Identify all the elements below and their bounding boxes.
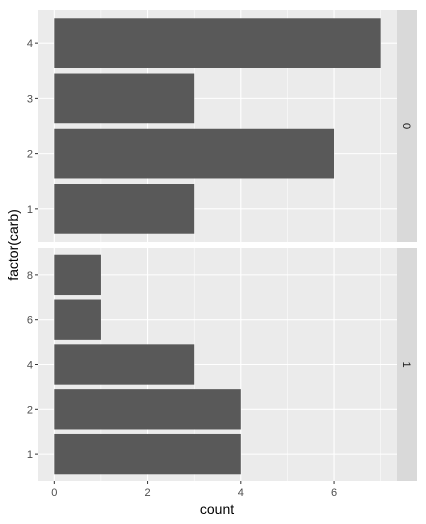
x-axis-title: count [200, 501, 234, 517]
bar-carb-2 [54, 128, 335, 179]
x-tick-label: 4 [238, 487, 244, 499]
y-axis-title: factor(carb) [5, 209, 21, 281]
y-tick-label: 2 [27, 404, 33, 416]
bar-carb-6 [54, 299, 101, 340]
facet-strip-label: 0 [400, 123, 412, 129]
x-tick-label: 2 [145, 487, 151, 499]
bar-carb-1 [54, 184, 195, 234]
y-tick-label: 4 [27, 38, 33, 50]
facet-panel-1: 1 2 4 6 8 1 [27, 248, 417, 481]
bar-carb-1 [54, 433, 241, 475]
y-tick-label: 4 [27, 360, 33, 372]
facet-strip-label: 1 [400, 361, 412, 367]
facet-panels: 1 2 3 4 0 1 2 4 6 8 1 [27, 10, 417, 481]
x-tick-label: 6 [331, 487, 337, 499]
x-tick-label: 0 [51, 487, 57, 499]
y-tick-label: 1 [27, 449, 33, 461]
facet-panel-0: 1 2 3 4 0 [27, 10, 417, 242]
y-tick-label: 8 [27, 270, 33, 282]
facet-strip [397, 248, 417, 481]
bar-carb-8 [54, 254, 101, 296]
y-tick-label: 6 [27, 315, 33, 327]
y-tick-label: 2 [27, 149, 33, 161]
x-axis: 0 2 4 6 [51, 481, 337, 499]
y-tick-label: 3 [27, 93, 33, 105]
facet-strip [397, 10, 417, 242]
bar-carb-2 [54, 389, 241, 430]
bar-carb-4 [54, 344, 195, 385]
bar-carb-4 [54, 18, 381, 69]
y-tick-label: 1 [27, 204, 33, 216]
bar-carb-3 [54, 73, 195, 124]
